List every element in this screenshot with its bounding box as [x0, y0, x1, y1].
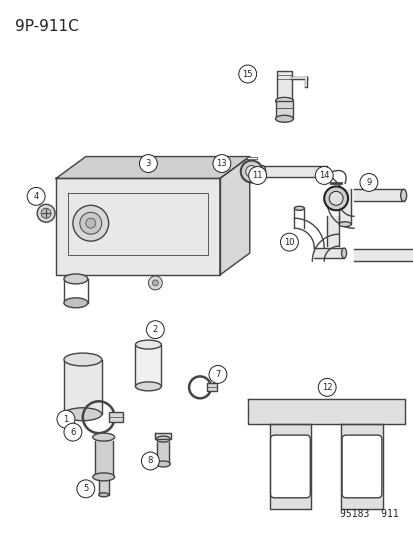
FancyBboxPatch shape [276, 71, 292, 101]
Circle shape [328, 191, 342, 205]
Ellipse shape [338, 222, 350, 227]
Ellipse shape [98, 493, 108, 497]
FancyBboxPatch shape [275, 101, 293, 119]
Polygon shape [247, 399, 404, 424]
Ellipse shape [341, 248, 346, 258]
Ellipse shape [93, 473, 114, 481]
Circle shape [77, 480, 95, 498]
Text: 3: 3 [145, 159, 151, 168]
Text: 95183  911: 95183 911 [339, 508, 398, 519]
Polygon shape [353, 189, 403, 201]
Text: 15: 15 [242, 69, 252, 78]
Polygon shape [64, 360, 102, 414]
Ellipse shape [93, 433, 114, 441]
Circle shape [37, 204, 55, 222]
Polygon shape [157, 442, 169, 464]
Polygon shape [269, 424, 311, 508]
Circle shape [80, 212, 102, 234]
Ellipse shape [275, 98, 293, 104]
Polygon shape [340, 424, 382, 508]
FancyBboxPatch shape [341, 435, 381, 498]
Polygon shape [219, 157, 249, 275]
FancyBboxPatch shape [108, 412, 122, 422]
Circle shape [315, 166, 332, 184]
Circle shape [212, 155, 230, 173]
Ellipse shape [275, 115, 293, 122]
Ellipse shape [135, 382, 161, 391]
Circle shape [359, 173, 377, 191]
Ellipse shape [156, 436, 170, 442]
Circle shape [248, 166, 266, 184]
Polygon shape [56, 157, 249, 179]
Text: 8: 8 [147, 456, 153, 465]
Text: 10: 10 [283, 238, 294, 247]
Circle shape [41, 208, 51, 218]
Ellipse shape [64, 298, 88, 308]
Ellipse shape [259, 166, 265, 177]
Circle shape [146, 321, 164, 338]
Polygon shape [155, 433, 171, 439]
Circle shape [64, 423, 82, 441]
Circle shape [318, 378, 335, 397]
Polygon shape [95, 441, 112, 477]
Polygon shape [262, 166, 326, 177]
Text: 12: 12 [321, 383, 332, 392]
Polygon shape [338, 189, 350, 224]
Text: 13: 13 [216, 159, 227, 168]
Circle shape [27, 188, 45, 205]
Circle shape [323, 187, 347, 211]
Circle shape [139, 155, 157, 173]
Circle shape [152, 280, 158, 286]
Text: 4: 4 [33, 192, 39, 201]
Polygon shape [326, 216, 338, 246]
Ellipse shape [156, 461, 170, 467]
Circle shape [209, 366, 226, 383]
Text: 9: 9 [366, 178, 370, 187]
FancyBboxPatch shape [206, 383, 216, 391]
Circle shape [280, 233, 298, 251]
Ellipse shape [64, 274, 88, 284]
Polygon shape [353, 249, 413, 261]
Polygon shape [313, 248, 343, 258]
Circle shape [238, 65, 256, 83]
Polygon shape [56, 179, 219, 275]
Circle shape [73, 205, 108, 241]
Circle shape [240, 160, 262, 182]
Circle shape [245, 166, 257, 177]
Text: 5: 5 [83, 484, 88, 494]
Ellipse shape [135, 340, 161, 349]
Ellipse shape [64, 353, 102, 366]
Circle shape [141, 452, 159, 470]
Circle shape [57, 410, 75, 428]
Text: 1: 1 [63, 415, 69, 424]
Text: 6: 6 [70, 427, 76, 437]
Circle shape [148, 276, 162, 290]
Polygon shape [135, 345, 161, 386]
Text: 9P-911C: 9P-911C [15, 19, 79, 34]
Polygon shape [98, 481, 108, 495]
Text: 11: 11 [252, 171, 262, 180]
Text: 14: 14 [318, 171, 329, 180]
Ellipse shape [400, 189, 406, 201]
Ellipse shape [64, 408, 102, 421]
Text: 2: 2 [152, 325, 158, 334]
FancyBboxPatch shape [270, 435, 310, 498]
Text: 7: 7 [215, 370, 220, 379]
Circle shape [85, 218, 95, 228]
Ellipse shape [294, 206, 304, 211]
